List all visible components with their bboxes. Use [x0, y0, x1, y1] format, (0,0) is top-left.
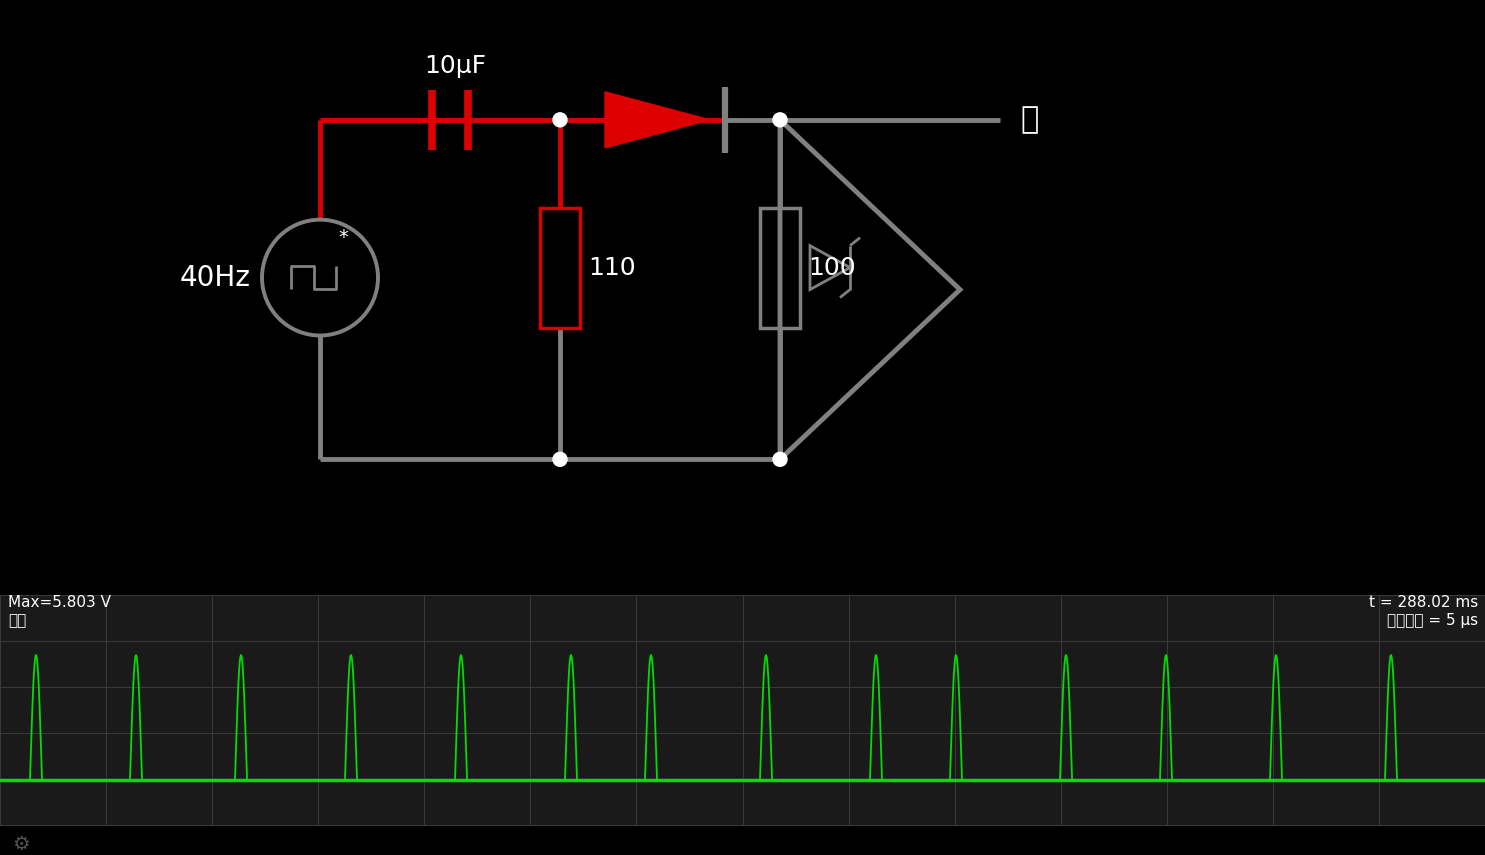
Text: ⚙: ⚙ [12, 835, 30, 854]
Circle shape [774, 113, 787, 127]
Text: 输出: 输出 [7, 613, 27, 628]
Circle shape [552, 452, 567, 466]
Text: 110: 110 [588, 256, 636, 280]
Text: t = 288.02 ms: t = 288.02 ms [1369, 595, 1478, 610]
Circle shape [774, 452, 787, 466]
Bar [541, 208, 581, 327]
Circle shape [552, 113, 567, 127]
Text: *: * [339, 227, 347, 246]
Polygon shape [604, 91, 710, 148]
Bar [0, 595, 1485, 825]
Text: 40Hz: 40Hz [180, 263, 251, 292]
Text: 100: 100 [808, 256, 855, 280]
Text: Max=5.803 V: Max=5.803 V [7, 595, 111, 610]
Text: 10μF: 10μF [423, 54, 486, 78]
Text: 时间步长 = 5 μs: 时间步长 = 5 μs [1387, 613, 1478, 628]
Bar [760, 208, 800, 327]
Text: 出: 出 [1020, 105, 1038, 134]
